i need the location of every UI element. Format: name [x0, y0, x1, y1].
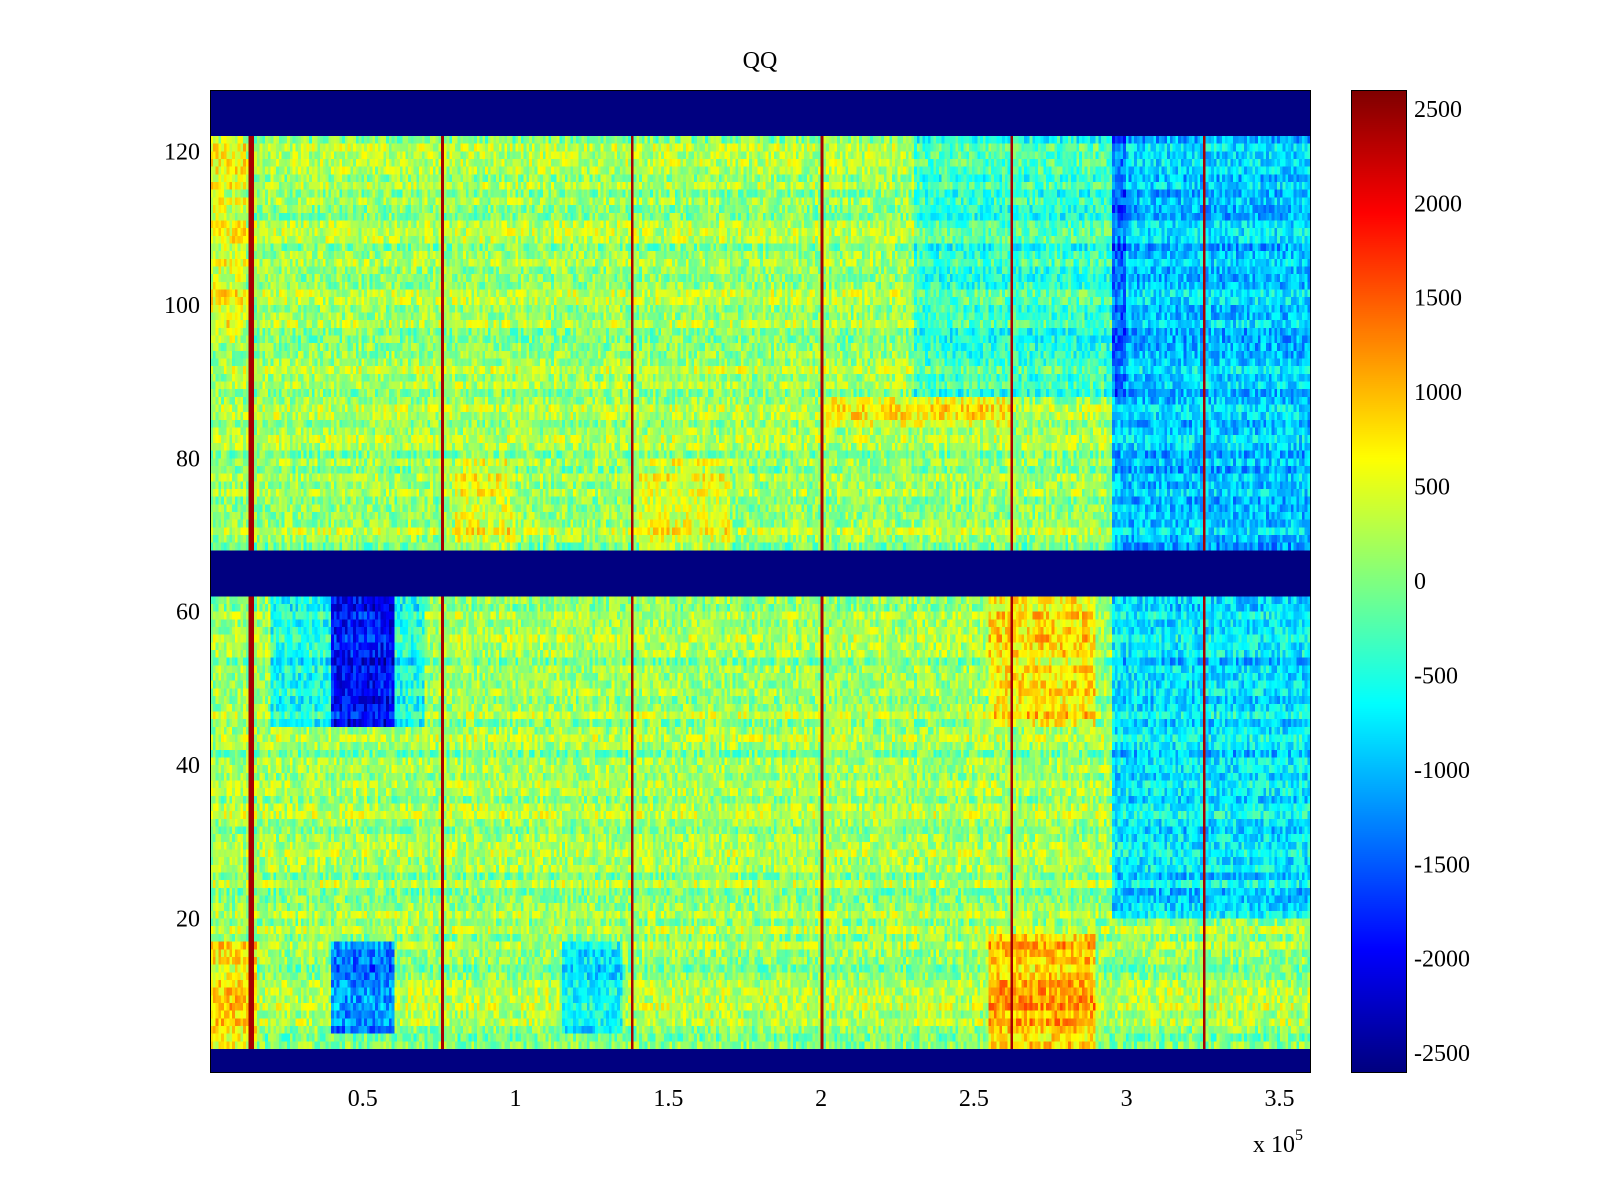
y-tick-label: 40	[176, 753, 200, 779]
colorbar-tick-label: 1500	[1414, 286, 1462, 312]
x-tick-label: 0.5	[348, 1086, 378, 1112]
colorbar-tick-label: 2500	[1414, 97, 1462, 123]
y-tick-label: 100	[164, 293, 200, 319]
colorbar-tick-label: 500	[1414, 475, 1450, 501]
colorbar-tick-label: -500	[1414, 663, 1458, 689]
x-axis-exponent-base: x 10	[1253, 1132, 1295, 1158]
x-tick-label: 1.5	[653, 1086, 683, 1112]
y-tick-label: 20	[176, 907, 200, 933]
colorbar-tick-label: -2000	[1414, 947, 1470, 973]
x-axis-exponent-power: 5	[1295, 1127, 1303, 1144]
x-tick-label: 3.5	[1264, 1086, 1294, 1112]
y-tick-label: 120	[164, 139, 200, 165]
x-axis-exponent: x 105	[1253, 1127, 1303, 1158]
x-tick-label: 1	[510, 1086, 522, 1112]
colorbar-ticks: 2500 2000 1500 1000 500 0 -500 -1000 -1500 -2000 -…	[1351, 97, 1470, 1067]
colorbar-tick-label: 2000	[1414, 191, 1462, 217]
y-tick-label: 60	[176, 600, 200, 626]
x-tick-label: 2	[815, 1086, 827, 1112]
chart-title: QQ	[743, 48, 778, 74]
colorbar-tick-label: -1000	[1414, 758, 1470, 784]
y-tick-label: 80	[176, 446, 200, 472]
colorbar-tick-label: 0	[1414, 569, 1426, 595]
colorbar-tick-label: -1500	[1414, 852, 1470, 878]
colorbar	[1351, 90, 1406, 1072]
x-tick-label: 3	[1121, 1086, 1133, 1112]
colorbar-tick-label: -2500	[1414, 1041, 1470, 1067]
heatmap-image	[210, 90, 1310, 1072]
y-axis-ticks: 20 40 60 80 100 120	[164, 139, 1310, 933]
colorbar-tick-label: 1000	[1414, 380, 1462, 406]
x-tick-label: 2.5	[959, 1086, 989, 1112]
